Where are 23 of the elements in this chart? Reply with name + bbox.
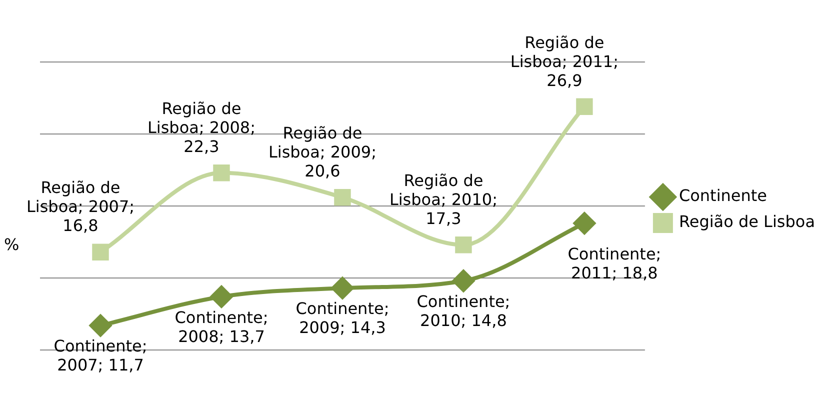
data-label: Região de Lisboa; 2007; 16,8 — [26, 178, 135, 236]
data-label: Continente; 2008; 13,7 — [174, 308, 268, 346]
point — [576, 98, 593, 116]
point — [89, 314, 112, 337]
legend-label: Região de Lisboa — [678, 212, 816, 232]
data-label: Região de Lisboa; 2008; 22,3 — [147, 99, 256, 156]
point — [455, 236, 472, 254]
point — [210, 286, 232, 308]
data-label: Região de Lisboa; 2009; 20,6 — [268, 124, 376, 181]
point — [213, 164, 230, 182]
point — [331, 277, 354, 300]
point — [573, 212, 596, 234]
point — [452, 270, 474, 292]
point — [92, 244, 109, 260]
data-label: Continente; 2007; 11,7 — [54, 336, 148, 375]
data-label: Região de Lisboa; 2011; 26,9 — [510, 32, 618, 90]
y-axis-title: % — [4, 235, 20, 254]
data-label: Continente; 2011; 18,8 — [568, 244, 662, 282]
point — [334, 188, 351, 206]
data-label: Continente; 2010; 14,8 — [416, 292, 510, 330]
data-label: Região de Lisboa; 2010; 17,3 — [389, 171, 498, 228]
legend-label: Continente — [678, 186, 768, 206]
data-label: Continente; 2009; 14,3 — [296, 299, 390, 338]
